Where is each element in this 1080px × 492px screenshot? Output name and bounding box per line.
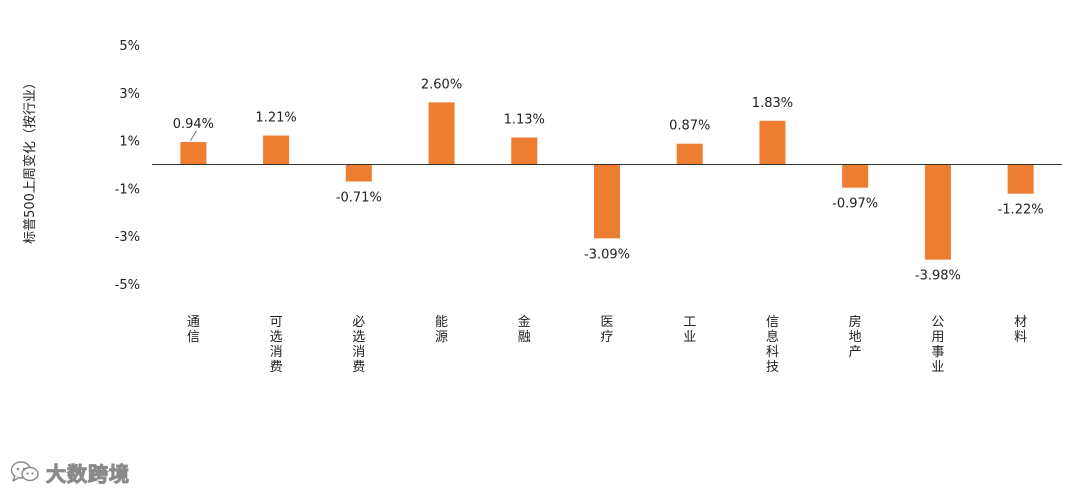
y-tick-label: 1% bbox=[119, 135, 140, 150]
category-labels-group: 通信 可选消费 必选消费 能源 金融 医疗 工业 信息科技 房地产 公用事业 材料 bbox=[187, 314, 1027, 375]
bar bbox=[676, 143, 703, 165]
data-label: -3.09% bbox=[584, 247, 630, 262]
wechat-logo-icon bbox=[10, 461, 39, 482]
leader-lines bbox=[189, 130, 197, 142]
category-label: 公用事业 bbox=[931, 315, 944, 375]
y-tick-label: 5% bbox=[119, 39, 140, 54]
y-axis-label-group: 标普500上周变化（按行业） bbox=[22, 76, 38, 244]
category-label: 工业 bbox=[683, 315, 696, 345]
category-label: 通信 bbox=[187, 315, 200, 345]
watermark-text: 大数跨境 bbox=[46, 461, 130, 486]
bars-group bbox=[180, 102, 1034, 260]
bar bbox=[428, 102, 455, 165]
y-tick-label: -1% bbox=[115, 182, 140, 197]
bar bbox=[924, 164, 951, 260]
category-label: 材料 bbox=[1014, 315, 1027, 345]
bar bbox=[180, 142, 207, 165]
data-label: 1.13% bbox=[504, 112, 545, 127]
y-tick-label: 3% bbox=[119, 87, 140, 102]
y-tick-label: -3% bbox=[115, 230, 140, 245]
leader-line bbox=[189, 130, 197, 142]
bar bbox=[594, 164, 620, 239]
bar bbox=[345, 164, 372, 182]
y-axis-label: 标普500上周变化（按行业） bbox=[22, 76, 38, 244]
category-label: 必选消费 bbox=[352, 315, 365, 375]
data-label: 0.94% bbox=[173, 117, 214, 132]
category-label: 医疗 bbox=[600, 315, 613, 345]
y-tick-label: -5% bbox=[115, 278, 140, 293]
data-label: 1.83% bbox=[752, 96, 793, 111]
data-label: -0.97% bbox=[832, 197, 878, 212]
data-label: 0.87% bbox=[669, 119, 710, 134]
category-label: 信息科技 bbox=[766, 315, 779, 375]
bar bbox=[511, 137, 538, 165]
category-label: 金融 bbox=[518, 314, 531, 345]
bar bbox=[842, 164, 869, 188]
data-label: 1.21% bbox=[255, 111, 296, 126]
data-label: 2.60% bbox=[421, 77, 462, 92]
category-label: 可选消费 bbox=[270, 315, 283, 375]
data-labels-group: 0.94% 1.21% -0.71% 2.60% 1.13% -3.09% 0.87% 1.8… bbox=[173, 77, 1044, 283]
category-label: 能源 bbox=[435, 315, 448, 345]
category-label: 房地产 bbox=[849, 314, 862, 360]
bar bbox=[263, 135, 290, 165]
data-label: -0.71% bbox=[336, 190, 382, 205]
bar bbox=[1007, 164, 1034, 194]
bar bbox=[759, 120, 786, 165]
y-axis-ticks: 5% 3% 1% -1% -3% -5% bbox=[115, 39, 140, 293]
watermark: 大数跨境 bbox=[10, 458, 130, 486]
data-label: -3.98% bbox=[915, 269, 961, 284]
data-label: -1.22% bbox=[998, 203, 1044, 218]
